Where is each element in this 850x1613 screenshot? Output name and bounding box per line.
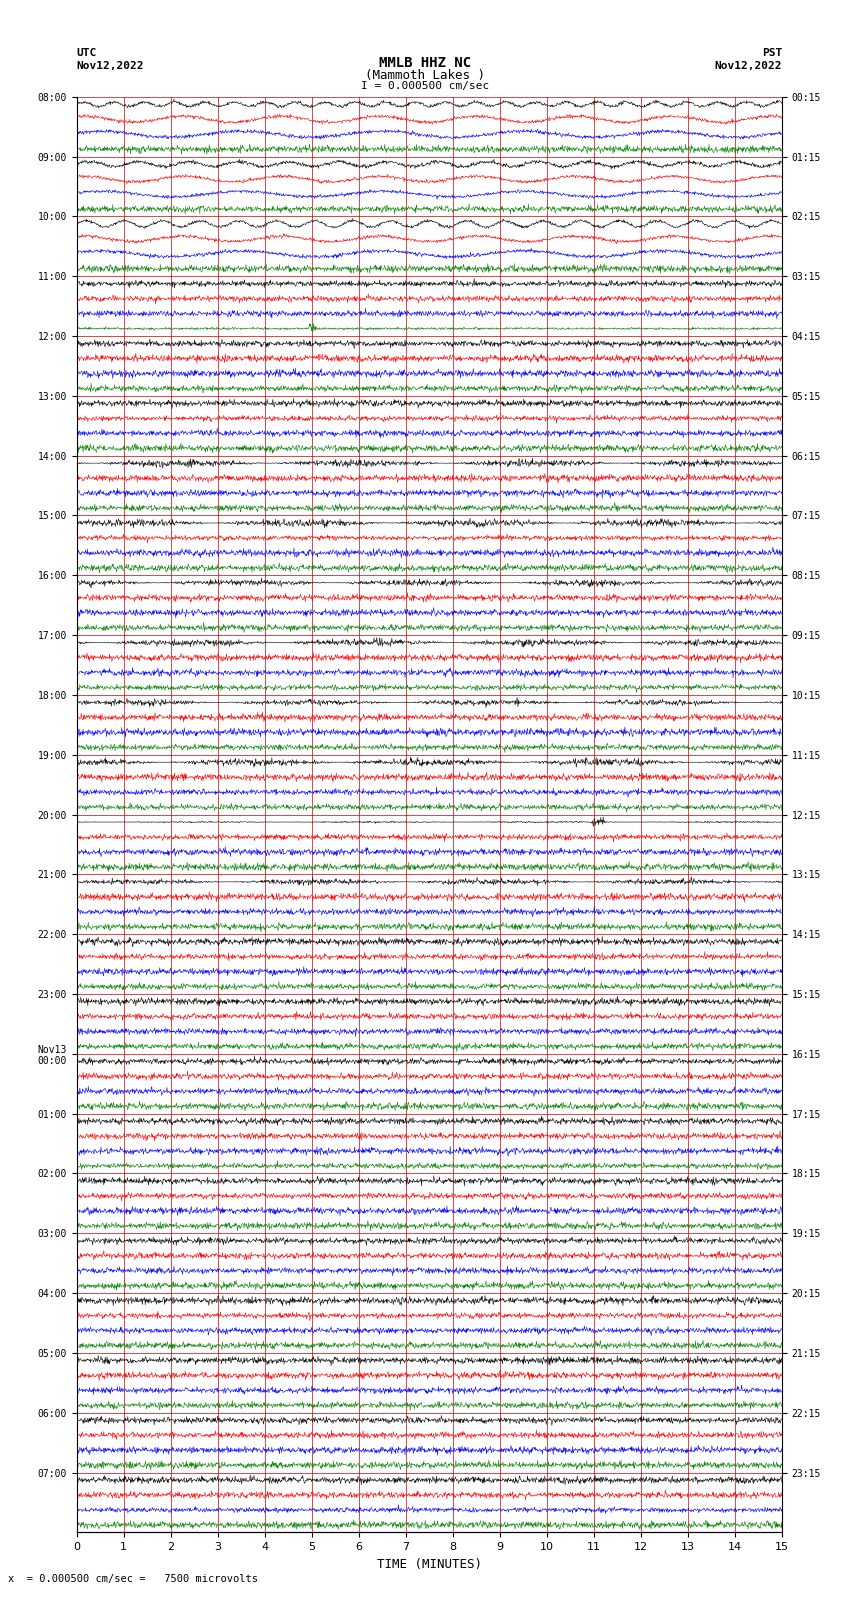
Text: UTC: UTC bbox=[76, 48, 97, 58]
Text: x  = 0.000500 cm/sec =   7500 microvolts: x = 0.000500 cm/sec = 7500 microvolts bbox=[8, 1574, 258, 1584]
Text: MMLB HHZ NC: MMLB HHZ NC bbox=[379, 56, 471, 71]
Text: I = 0.000500 cm/sec: I = 0.000500 cm/sec bbox=[361, 81, 489, 90]
Text: Nov12,2022: Nov12,2022 bbox=[76, 61, 144, 71]
X-axis label: TIME (MINUTES): TIME (MINUTES) bbox=[377, 1558, 482, 1571]
Text: Nov12,2022: Nov12,2022 bbox=[715, 61, 782, 71]
Text: PST: PST bbox=[762, 48, 782, 58]
Text: (Mammoth Lakes ): (Mammoth Lakes ) bbox=[365, 69, 485, 82]
